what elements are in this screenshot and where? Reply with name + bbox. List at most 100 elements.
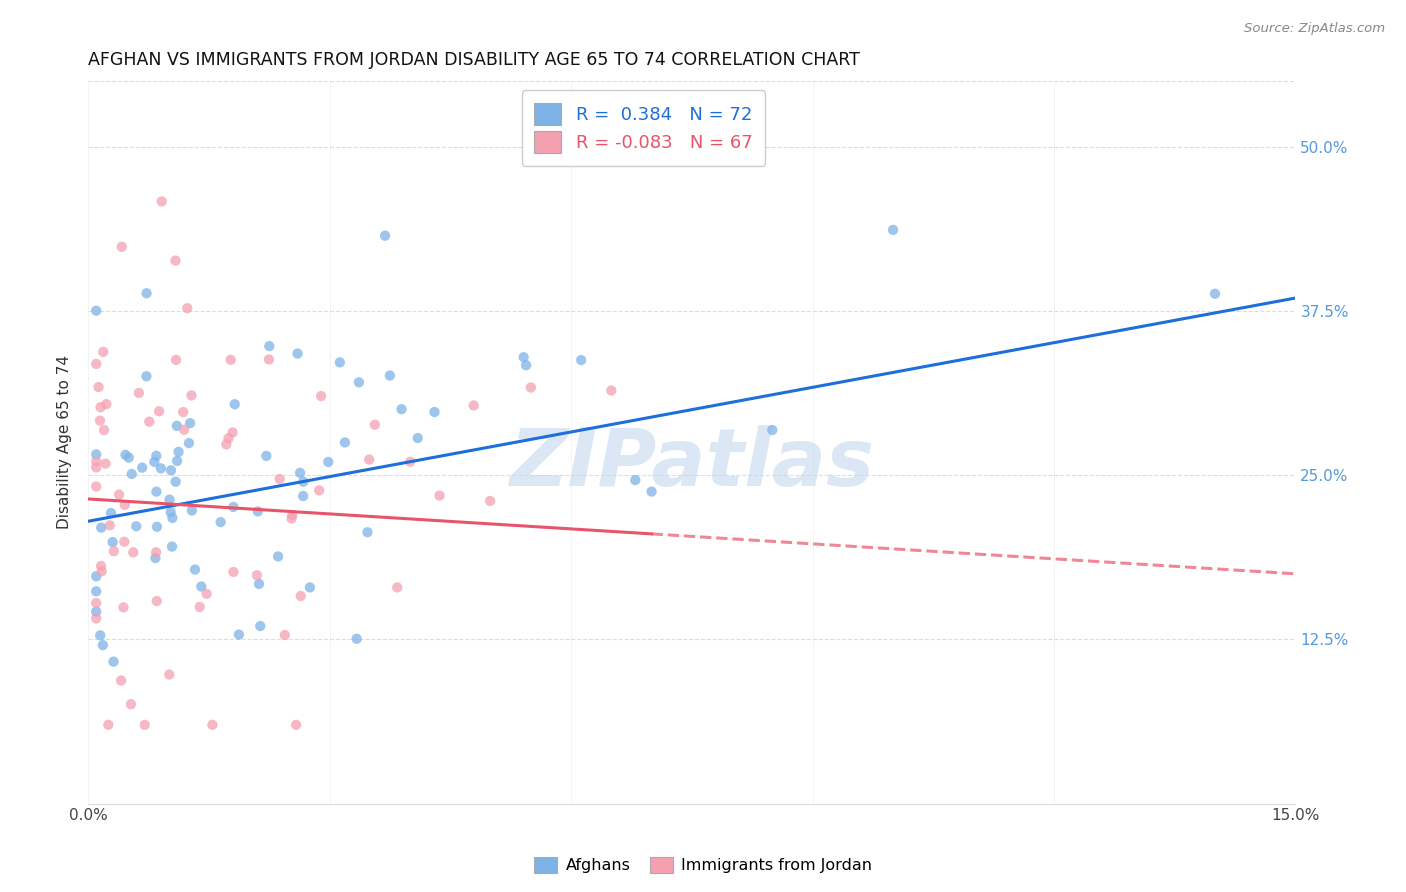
Point bbox=[135, 369, 157, 384]
Point bbox=[222, 500, 245, 514]
Point bbox=[89, 628, 111, 642]
Point bbox=[269, 472, 291, 486]
Legend: Afghans, Immigrants from Jordan: Afghans, Immigrants from Jordan bbox=[527, 850, 879, 880]
Point bbox=[93, 423, 115, 437]
Point bbox=[84, 605, 107, 619]
Point bbox=[145, 449, 167, 463]
Point bbox=[287, 346, 309, 360]
Point bbox=[180, 388, 202, 402]
Point bbox=[84, 447, 107, 461]
Point bbox=[222, 565, 245, 579]
Point bbox=[346, 632, 368, 646]
Point bbox=[103, 655, 125, 669]
Point bbox=[90, 521, 112, 535]
Point bbox=[249, 619, 271, 633]
Point bbox=[111, 240, 134, 254]
Point bbox=[121, 467, 143, 481]
Point bbox=[122, 545, 145, 559]
Point bbox=[84, 479, 107, 493]
Point bbox=[882, 223, 904, 237]
Point bbox=[195, 587, 218, 601]
Point bbox=[96, 397, 118, 411]
Point bbox=[479, 494, 502, 508]
Point bbox=[259, 339, 281, 353]
Point bbox=[138, 415, 160, 429]
Point bbox=[114, 498, 136, 512]
Point bbox=[761, 423, 783, 437]
Point bbox=[309, 389, 332, 403]
Point bbox=[84, 454, 107, 468]
Point bbox=[143, 455, 166, 469]
Point bbox=[246, 568, 269, 582]
Point bbox=[359, 452, 381, 467]
Point bbox=[120, 697, 142, 711]
Point bbox=[374, 228, 396, 243]
Point bbox=[356, 525, 378, 540]
Point bbox=[429, 489, 451, 503]
Point bbox=[162, 511, 184, 525]
Point bbox=[624, 473, 647, 487]
Point bbox=[87, 380, 110, 394]
Point bbox=[97, 718, 120, 732]
Point bbox=[108, 487, 131, 501]
Point bbox=[179, 416, 201, 430]
Point bbox=[257, 352, 280, 367]
Point bbox=[280, 511, 302, 525]
Point bbox=[159, 505, 181, 519]
Point bbox=[288, 466, 311, 480]
Point bbox=[165, 352, 187, 367]
Point bbox=[292, 475, 315, 489]
Point bbox=[91, 345, 114, 359]
Point bbox=[84, 460, 107, 475]
Point bbox=[188, 599, 211, 614]
Point bbox=[387, 581, 409, 595]
Point bbox=[150, 194, 173, 209]
Point bbox=[177, 436, 200, 450]
Point bbox=[103, 544, 125, 558]
Point bbox=[463, 399, 485, 413]
Point bbox=[90, 558, 112, 573]
Point bbox=[391, 402, 413, 417]
Point bbox=[246, 504, 269, 518]
Point bbox=[145, 551, 167, 566]
Point bbox=[84, 357, 107, 371]
Point bbox=[217, 431, 239, 445]
Point bbox=[94, 457, 117, 471]
Point bbox=[333, 435, 356, 450]
Point bbox=[247, 577, 270, 591]
Point bbox=[180, 503, 202, 517]
Point bbox=[165, 253, 187, 268]
Point bbox=[224, 397, 246, 411]
Point bbox=[145, 545, 167, 559]
Point bbox=[112, 534, 135, 549]
Point bbox=[90, 564, 112, 578]
Point bbox=[176, 301, 198, 316]
Point bbox=[160, 540, 183, 554]
Point bbox=[209, 515, 232, 529]
Legend: R =  0.384   N = 72, R = -0.083   N = 67: R = 0.384 N = 72, R = -0.083 N = 67 bbox=[522, 90, 765, 166]
Point bbox=[89, 414, 111, 428]
Point bbox=[274, 628, 297, 642]
Point bbox=[1204, 286, 1226, 301]
Point bbox=[128, 386, 150, 401]
Point bbox=[292, 489, 315, 503]
Point bbox=[329, 355, 352, 369]
Point bbox=[600, 384, 623, 398]
Point bbox=[228, 627, 250, 641]
Point bbox=[84, 596, 107, 610]
Point bbox=[406, 431, 429, 445]
Point bbox=[184, 562, 207, 576]
Text: AFGHAN VS IMMIGRANTS FROM JORDAN DISABILITY AGE 65 TO 74 CORRELATION CHART: AFGHAN VS IMMIGRANTS FROM JORDAN DISABIL… bbox=[89, 51, 860, 69]
Point bbox=[172, 405, 194, 419]
Point bbox=[135, 286, 157, 301]
Point bbox=[146, 594, 169, 608]
Point bbox=[167, 445, 190, 459]
Text: Source: ZipAtlas.com: Source: ZipAtlas.com bbox=[1244, 22, 1385, 36]
Point bbox=[298, 581, 321, 595]
Point bbox=[399, 455, 422, 469]
Point bbox=[520, 380, 543, 394]
Point bbox=[166, 454, 188, 468]
Point bbox=[146, 520, 169, 534]
Point bbox=[131, 460, 153, 475]
Point bbox=[118, 450, 141, 465]
